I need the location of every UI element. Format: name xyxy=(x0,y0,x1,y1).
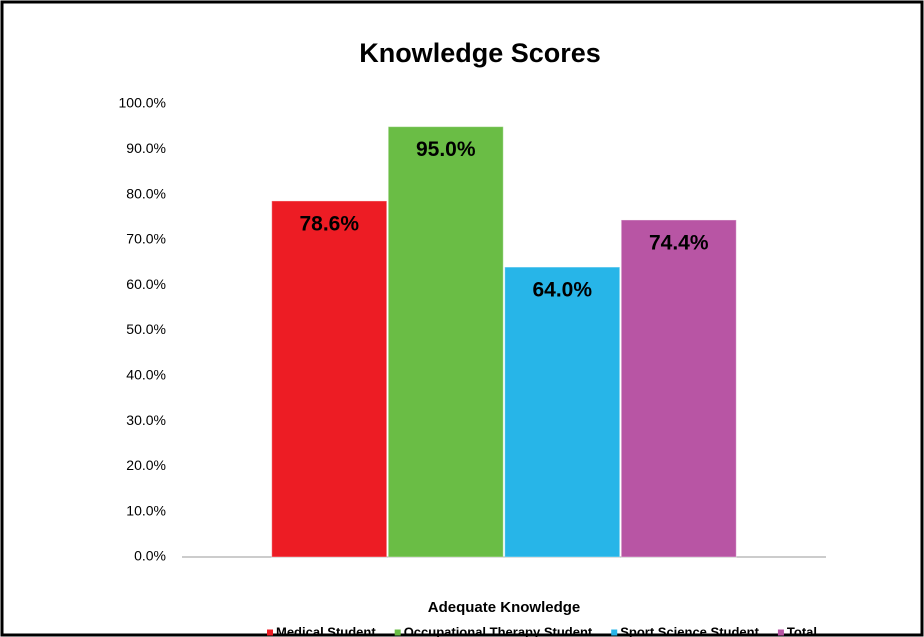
legend-label: Occupational Therapy Student xyxy=(404,624,593,637)
y-tick-label: 40.0% xyxy=(126,367,166,383)
legend-swatch xyxy=(267,629,273,636)
data-label: 78.6% xyxy=(299,212,359,235)
data-label: 64.0% xyxy=(532,279,592,302)
chart-title: Knowledge Scores xyxy=(359,38,601,68)
x-tick-label: Adequate Knowledge xyxy=(428,599,581,616)
legend-swatch xyxy=(394,629,401,636)
y-tick-label: 60.0% xyxy=(126,276,166,292)
legend-label: Total xyxy=(787,624,817,637)
legend-label: Sport Science Student xyxy=(620,624,759,637)
bar xyxy=(620,219,737,558)
legend-swatch xyxy=(611,629,618,636)
bar xyxy=(387,126,504,558)
y-tick-label: 20.0% xyxy=(126,457,166,473)
bar xyxy=(271,200,388,558)
y-tick-label: 100.0% xyxy=(119,95,166,111)
data-label: 74.4% xyxy=(649,232,709,255)
y-tick-label: 10.0% xyxy=(126,502,166,518)
y-tick-label: 30.0% xyxy=(126,412,166,428)
legend-label: Medical Student xyxy=(276,624,376,637)
y-tick-label: 70.0% xyxy=(126,231,166,247)
y-tick-label: 80.0% xyxy=(126,185,166,201)
legend-swatch xyxy=(777,629,784,636)
y-tick-label: 50.0% xyxy=(126,321,166,337)
y-tick-label: 90.0% xyxy=(126,140,166,156)
data-label: 95.0% xyxy=(416,138,476,161)
bar xyxy=(504,266,621,558)
y-tick-label: 0.0% xyxy=(134,548,166,564)
